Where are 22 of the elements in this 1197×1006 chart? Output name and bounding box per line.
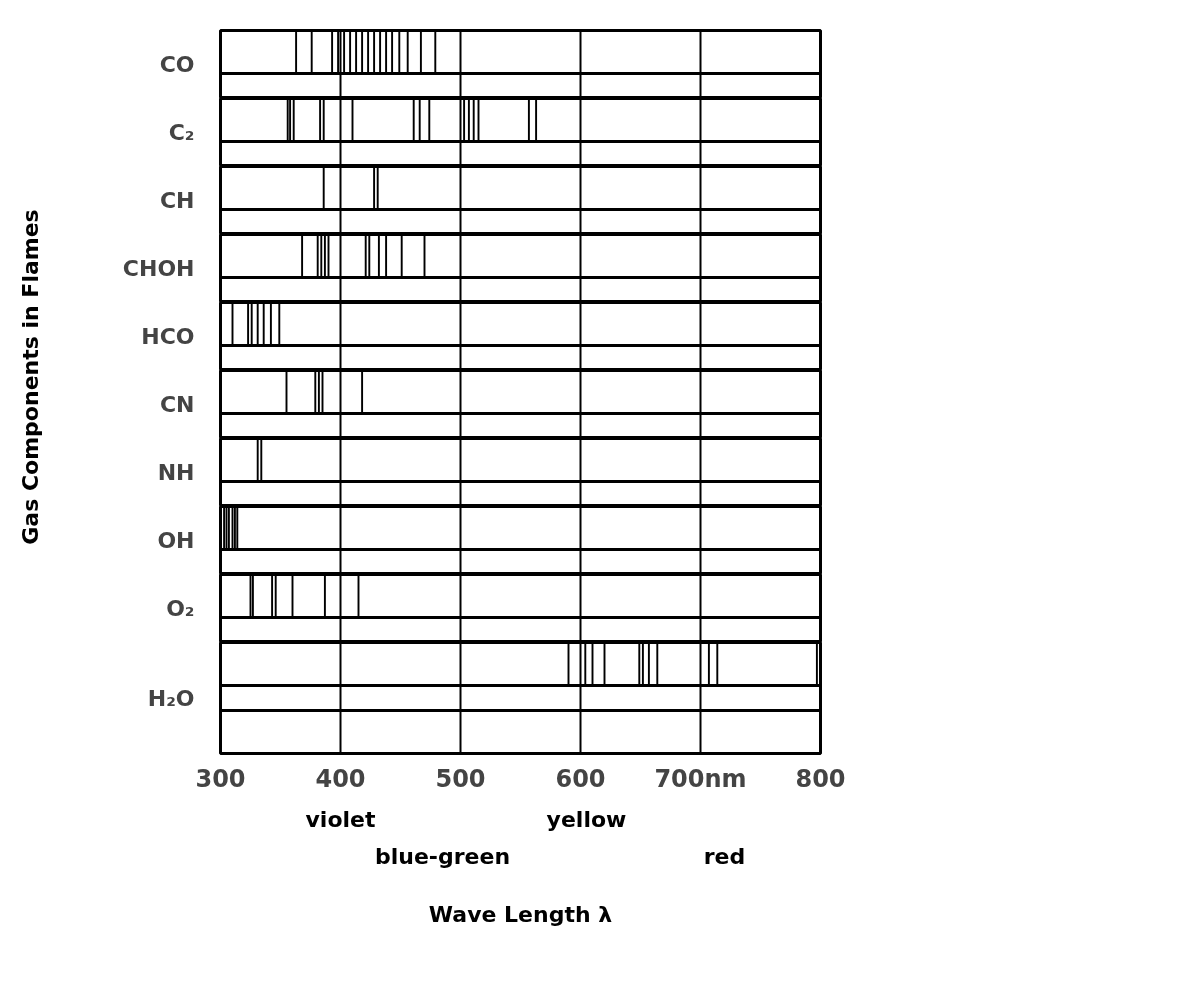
text: Gas Components in Flames [18, 209, 43, 545]
x-tick-label: 300 [195, 764, 246, 793]
x-tick-label: 600 [555, 764, 606, 793]
x-tick-label: 500 [435, 764, 486, 793]
x-tick-label: 400 [315, 764, 366, 793]
x-tick-label: 700nm [654, 764, 747, 793]
y-axis-title: C₂ [168, 120, 195, 145]
text: yellow [546, 806, 627, 832]
text: blue-green [374, 844, 511, 870]
y-axis-title: O₂ [166, 596, 195, 621]
y-axis-title: HCO [141, 324, 195, 349]
text: violet [305, 806, 376, 832]
y-axis-title: CH [159, 188, 195, 213]
y-axis-title: CN [159, 392, 195, 417]
x-tick-label: 800 [795, 764, 846, 793]
y-axis-title: NH [157, 460, 195, 485]
y-axis-title: CO [159, 52, 195, 77]
text: red [703, 844, 746, 870]
y-axis-title: H₂O [147, 685, 195, 711]
y-axis-title: CHOH [122, 256, 195, 281]
y-axis-title: OH [157, 528, 195, 553]
x-axis-title: Wave Length λ [428, 902, 613, 927]
